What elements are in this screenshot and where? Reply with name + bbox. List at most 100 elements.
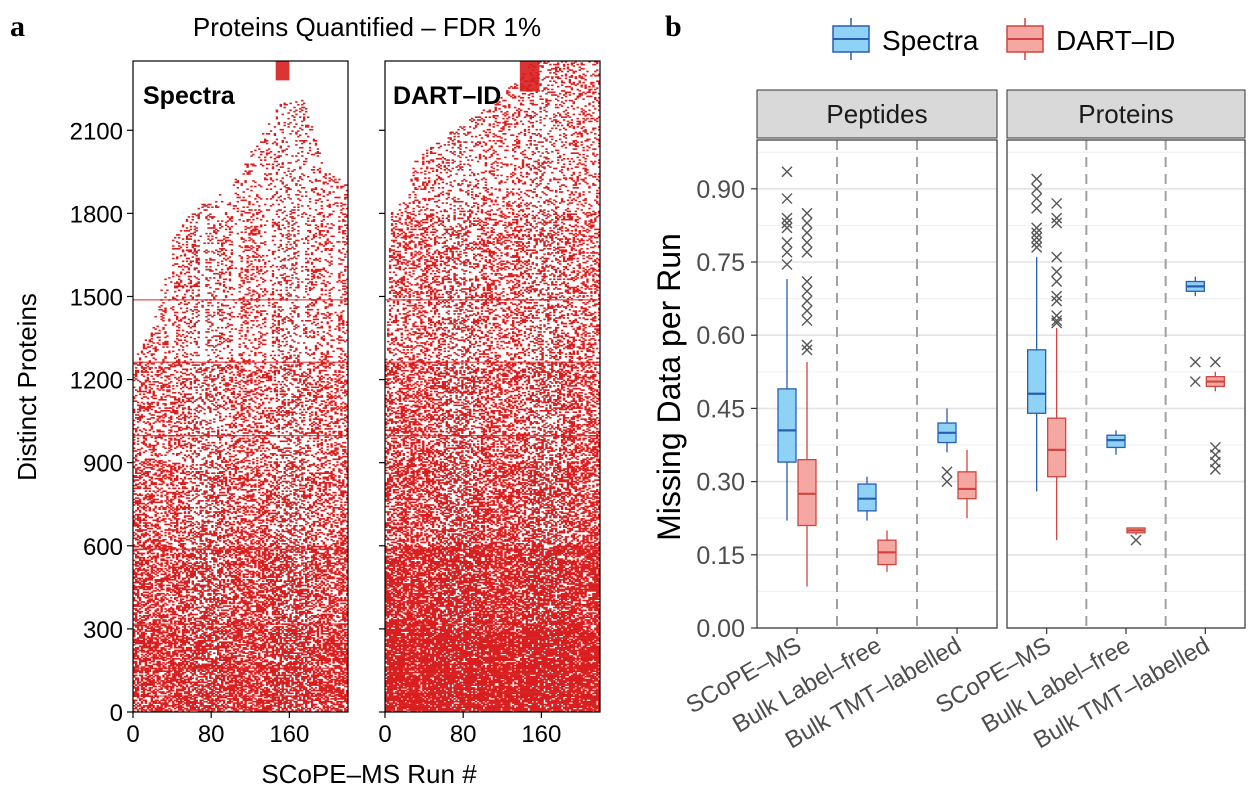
heatmap-streak bbox=[385, 623, 600, 625]
outlier-point bbox=[781, 222, 793, 234]
outlier-point bbox=[1189, 376, 1201, 388]
outlier-point bbox=[1051, 217, 1063, 229]
heatmap-cells bbox=[385, 61, 601, 713]
outlier-point bbox=[941, 466, 953, 478]
outlier-point bbox=[801, 236, 813, 248]
heatmap-streak bbox=[385, 667, 600, 669]
legend-key-spectra bbox=[832, 18, 870, 60]
outlier-point bbox=[1051, 317, 1063, 329]
panel-a-x-axis-label: SCoPE–MS Run # bbox=[261, 759, 477, 787]
facet-strip bbox=[756, 89, 998, 139]
outlier-point bbox=[781, 212, 793, 224]
outlier-point bbox=[1031, 232, 1043, 244]
outlier-point bbox=[781, 258, 793, 270]
heatmap-dart-id: DART–ID bbox=[384, 60, 601, 713]
y-tick-label: 0.60 bbox=[696, 322, 745, 350]
heatmap-streak bbox=[385, 435, 600, 437]
legend-label-dart-id: DART–ID bbox=[1056, 25, 1175, 56]
outlier-point bbox=[801, 217, 813, 229]
box-dart-id bbox=[957, 449, 977, 519]
outlier-point bbox=[781, 246, 793, 258]
outlier-point bbox=[801, 305, 813, 317]
box-body bbox=[1106, 434, 1126, 449]
y-tick-label: 0.45 bbox=[696, 395, 745, 423]
outlier-point bbox=[801, 227, 813, 239]
heatmap-cells bbox=[133, 99, 349, 713]
outlier-point bbox=[1031, 183, 1043, 195]
outlier-point bbox=[1189, 356, 1201, 368]
y-tick-label: 1500 bbox=[70, 284, 123, 311]
panel-background bbox=[757, 140, 997, 628]
box-body bbox=[1027, 349, 1047, 414]
heatmap-streak bbox=[133, 667, 348, 669]
y-tick-label: 0.00 bbox=[696, 615, 745, 643]
box-body bbox=[857, 483, 877, 512]
box-body bbox=[797, 458, 817, 527]
heatmap-facet-label: DART–ID bbox=[393, 82, 501, 110]
panel-a-axes: 0 80 160 0 80 160 0 300 600 900 1200 1500 1800 2100 bbox=[70, 118, 562, 748]
outlier-point bbox=[1051, 315, 1063, 327]
x-tick-label: 80 bbox=[198, 721, 225, 748]
x-tick-label: 160 bbox=[521, 721, 561, 748]
outlier-point bbox=[941, 476, 953, 488]
y-tick-label: 1800 bbox=[70, 201, 123, 228]
heatmap-streak bbox=[133, 695, 348, 697]
legend-label-spectra: Spectra bbox=[882, 25, 979, 56]
outlier-point bbox=[1209, 463, 1221, 475]
outlier-point bbox=[1031, 202, 1043, 214]
outlier-point bbox=[801, 276, 813, 288]
facet-strip-label: Peptides bbox=[826, 99, 927, 129]
heatmap-streak bbox=[133, 623, 348, 625]
heatmap-streak bbox=[133, 361, 348, 363]
box-dart-id bbox=[797, 207, 817, 587]
panel-a-title: Proteins Quantified – FDR 1% bbox=[193, 12, 541, 42]
outlier-point bbox=[1209, 356, 1221, 368]
outlier-point bbox=[781, 236, 793, 248]
outlier-point bbox=[1031, 173, 1043, 185]
legend-key-dart-id bbox=[1006, 18, 1044, 60]
y-tick-label: 0.30 bbox=[696, 469, 745, 497]
panel-a-y-axis-label: Distinct Proteins bbox=[12, 293, 42, 481]
facet-strip-label: Proteins bbox=[1078, 99, 1173, 129]
heatmap-frame bbox=[384, 60, 601, 713]
heatmap-frame bbox=[132, 60, 349, 713]
y-tick-label: 300 bbox=[83, 617, 123, 644]
heatmap-spectra: Spectra bbox=[132, 60, 349, 713]
y-tick-label: 900 bbox=[83, 451, 123, 478]
x-tick-label: 0 bbox=[126, 721, 139, 748]
heatmap-streak bbox=[385, 299, 600, 301]
outlier-point bbox=[801, 339, 813, 351]
outlier-point bbox=[1051, 266, 1063, 278]
y-tick-label: 600 bbox=[83, 534, 123, 561]
outlier-point bbox=[781, 166, 793, 178]
y-tick-label: 0.75 bbox=[696, 249, 745, 277]
box-spectra bbox=[857, 476, 877, 521]
panel-a-letter: a bbox=[10, 10, 25, 43]
panel-b-legend: Spectra DART–ID bbox=[832, 18, 1175, 60]
heatmap-dense-block bbox=[519, 61, 540, 92]
outlier-point bbox=[801, 285, 813, 297]
outlier-point bbox=[1031, 236, 1043, 248]
panel-background bbox=[1007, 140, 1245, 628]
box-spectra bbox=[937, 408, 957, 488]
outlier-point bbox=[1051, 295, 1063, 307]
heatmap-streak bbox=[385, 361, 600, 363]
outlier-point bbox=[801, 344, 813, 356]
x-tick-label: 0 bbox=[378, 721, 391, 748]
y-tick-label: 1200 bbox=[70, 368, 123, 395]
box-dart-id bbox=[1126, 527, 1146, 546]
box-dart-id bbox=[877, 530, 897, 572]
box-spectra bbox=[777, 166, 797, 521]
outlier-point bbox=[1031, 193, 1043, 205]
box-body bbox=[957, 471, 977, 500]
y-tick-label: 0.90 bbox=[696, 176, 745, 204]
outlier-point bbox=[1051, 251, 1063, 263]
facet-strip bbox=[1006, 89, 1246, 139]
outlier-point bbox=[801, 246, 813, 258]
x-tick-label: 80 bbox=[450, 721, 477, 748]
box-spectra bbox=[1185, 276, 1205, 388]
outlier-point bbox=[801, 295, 813, 307]
outlier-point bbox=[781, 217, 793, 229]
outlier-point bbox=[1051, 276, 1063, 288]
